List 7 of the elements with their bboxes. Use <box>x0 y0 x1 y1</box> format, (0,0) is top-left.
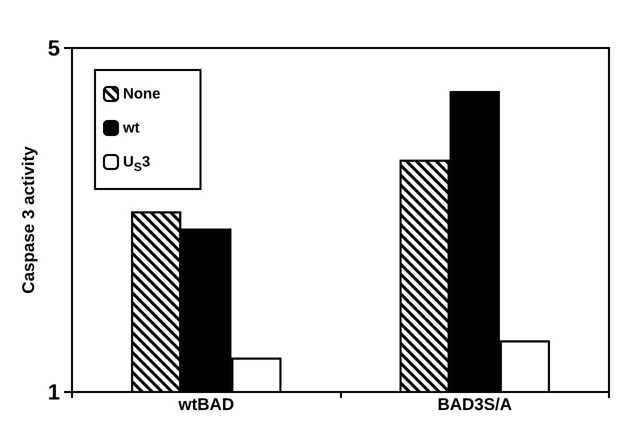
legend-label: None <box>123 86 160 102</box>
x-tick-label: wtBAD <box>177 395 234 414</box>
y-axis-title: Caspase 3 activity <box>18 146 38 294</box>
x-tick-label: BAD3S/A <box>437 395 512 414</box>
y-tick-label: 1 <box>48 380 60 404</box>
y-tick-label: 5 <box>48 36 60 60</box>
legend-label: wt <box>122 120 140 136</box>
